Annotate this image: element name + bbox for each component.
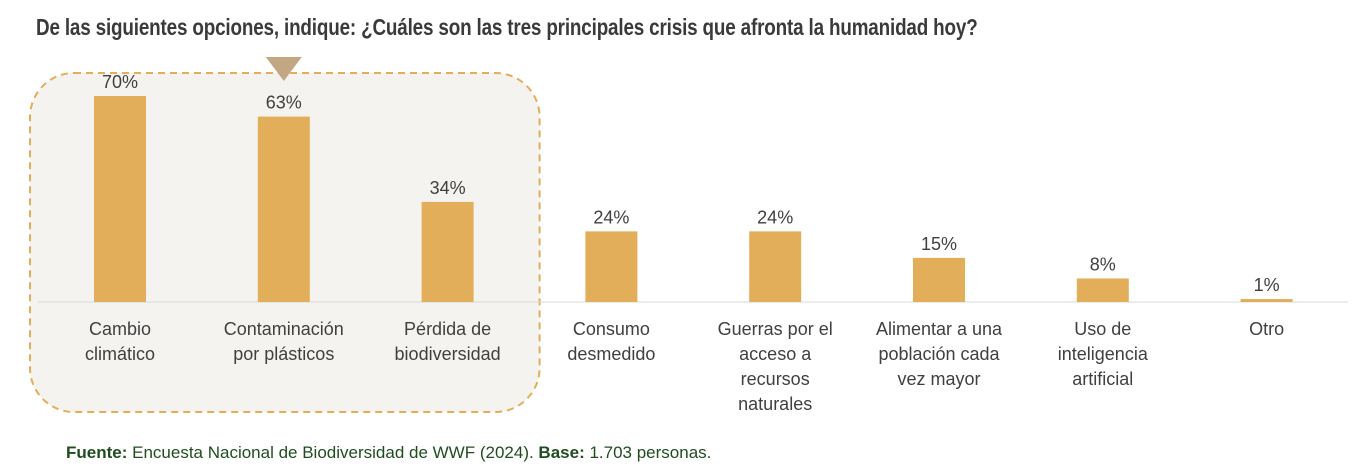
bar-8 [1240, 299, 1293, 302]
value-label-4: 24% [593, 207, 629, 227]
category-label-2: Contaminación por plásticos [224, 319, 344, 364]
category-label-4: Consumo desmedido [567, 319, 655, 364]
value-label-3: 34% [430, 178, 466, 198]
value-label-1: 70% [102, 72, 138, 92]
source-label: Fuente: [66, 443, 128, 462]
value-label-6: 15% [921, 234, 957, 254]
base-text: 1.703 personas. [584, 443, 712, 462]
value-label-5: 24% [757, 207, 793, 227]
base-label: Base: [538, 443, 585, 462]
category-label-7: Uso de inteligencia artificial [1058, 319, 1149, 389]
value-label-2: 63% [266, 93, 302, 113]
bar-7 [1076, 278, 1129, 302]
bar-6 [913, 257, 965, 302]
category-label-6: Alimentar a una población cada vez mayor [876, 319, 1003, 389]
bar-4 [585, 231, 638, 302]
value-label-8: 1% [1254, 275, 1280, 295]
pointer-triangle [265, 57, 302, 81]
source-text: Encuesta Nacional de Biodiversidad de WW… [127, 443, 539, 462]
bar-3 [421, 201, 474, 302]
bar-5 [749, 231, 802, 302]
category-label-8: Otro [1249, 319, 1284, 339]
bar-2 [257, 116, 310, 302]
category-label-5: Guerras por el acceso a recursos naturales [718, 319, 833, 414]
bar-1 [94, 96, 146, 302]
value-label-7: 8% [1090, 254, 1116, 274]
source-note: Fuente: Encuesta Nacional de Biodiversid… [66, 443, 711, 463]
category-label-1: Cambio climático [85, 319, 155, 364]
category-label-3: Pérdida de biodiversidad [395, 319, 501, 364]
chart-title: De las siguientes opciones, indique: ¿Cu… [36, 14, 978, 40]
bar-chart: 70% Cambio climático 63% Contaminación por pl… [29, 57, 1348, 414]
